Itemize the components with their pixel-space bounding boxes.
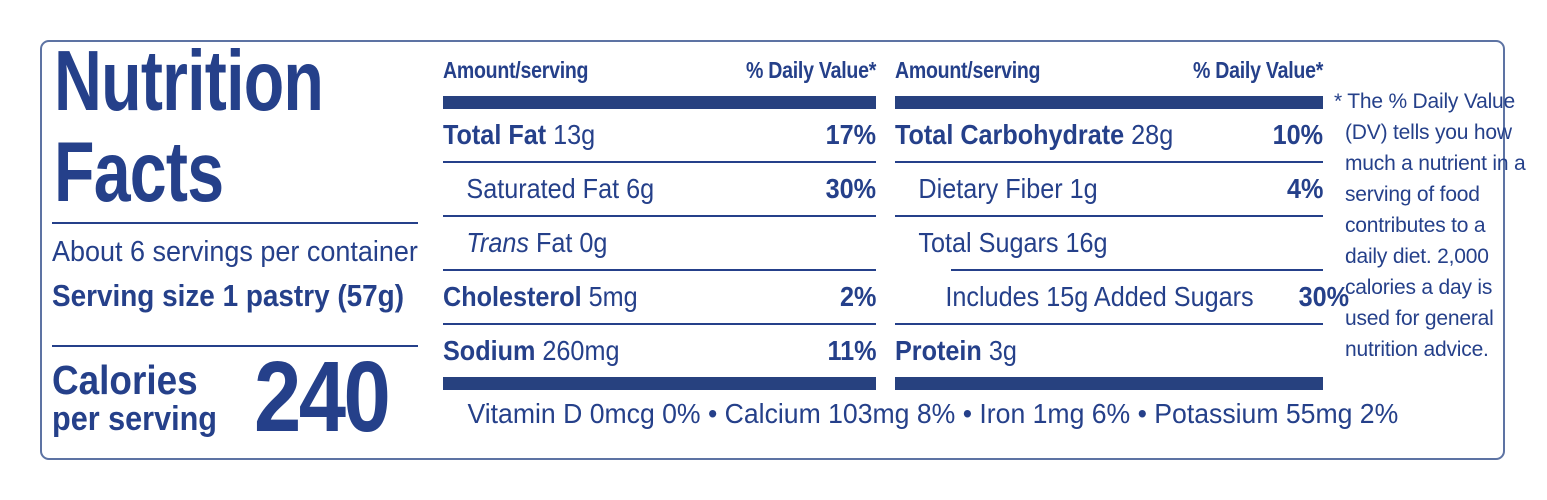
column-2-header-daily-value: % Daily Value* [1192, 57, 1323, 83]
row-sodium-rest: 260mg [535, 335, 620, 366]
row-total-sugars-name: Total Sugars 16g [895, 227, 1108, 259]
row-trans-fat: Trans Fat 0g [443, 217, 876, 269]
column-2-top-bar [895, 96, 1323, 109]
rule [443, 323, 876, 325]
row-trans-fat-italic: Trans [466, 227, 529, 258]
rule-indented [951, 269, 1323, 271]
nutrient-column-2: Amount/serving % Daily Value* Total Carb… [895, 50, 1350, 390]
row-saturated-fat-dv: 30% [825, 173, 876, 204]
row-total-fat-name: Total Fat 13g [443, 119, 595, 151]
row-total-sugars: Total Sugars 16g [895, 217, 1323, 269]
row-dietary-fiber-dv: 4% [1286, 173, 1323, 204]
row-dietary-fiber-rest: Dietary Fiber 1g [918, 173, 1098, 204]
row-total-carbohydrate-dv: 10% [1272, 119, 1323, 150]
row-trans-fat-name: Trans Fat 0g [443, 227, 607, 259]
calories-value: 240 [254, 341, 391, 453]
nutrition-facts-label: Nutrition Facts About 6 servings per con… [40, 36, 1526, 460]
row-total-carbohydrate-rest: 28g [1124, 119, 1174, 150]
row-saturated-fat: Saturated Fat 6g 30% [443, 163, 876, 215]
row-total-fat: Total Fat 13g 17% [443, 109, 876, 161]
row-cholesterol-dv: 2% [839, 281, 876, 312]
calories-sublabel: per serving [52, 400, 217, 438]
row-protein-rest: 3g [981, 335, 1017, 366]
row-total-fat-bold: Total Fat [443, 119, 547, 150]
label-title: Nutrition Facts [54, 36, 399, 218]
row-protein-bold: Protein [895, 335, 982, 366]
divider-above-calories [52, 345, 418, 347]
row-total-carbohydrate-name: Total Carbohydrate 28g [895, 119, 1173, 151]
row-sodium-name: Sodium 260mg [443, 335, 619, 367]
row-added-sugars-name: Includes 15g Added Sugars [895, 281, 1254, 313]
row-total-carbohydrate: Total Carbohydrate 28g 10% [895, 109, 1323, 161]
column-1-header-amount: Amount/serving [443, 57, 589, 83]
daily-value-footnote: * The % Daily Value (DV) tells you how m… [1334, 90, 1526, 361]
row-sodium-bold: Sodium [443, 335, 536, 366]
row-cholesterol: Cholesterol 5mg 2% [443, 271, 876, 323]
row-protein-name: Protein 3g [895, 335, 1017, 367]
row-total-fat-dv: 17% [825, 119, 876, 150]
row-added-sugars: Includes 15g Added Sugars 30% [895, 271, 1349, 323]
rule [443, 269, 876, 271]
nutrient-column-1: Amount/serving % Daily Value* Total Fat … [443, 50, 876, 390]
rule [443, 161, 876, 163]
rule [895, 215, 1323, 217]
serving-size: Serving size 1 pastry (57g) [52, 278, 404, 313]
row-cholesterol-name: Cholesterol 5mg [443, 281, 638, 313]
row-total-sugars-rest: Total Sugars 16g [918, 227, 1108, 258]
row-total-carbohydrate-bold: Total Carbohydrate [895, 119, 1125, 150]
servings-per-container: About 6 servings per container [52, 236, 418, 268]
column-1-header: Amount/serving % Daily Value* [443, 50, 876, 90]
column-1-header-daily-value: % Daily Value* [745, 57, 876, 83]
row-cholesterol-rest: 5mg [581, 281, 638, 312]
row-trans-fat-rest: Fat 0g [528, 227, 608, 258]
divider-under-title [52, 222, 418, 224]
row-dietary-fiber: Dietary Fiber 1g 4% [895, 163, 1323, 215]
row-saturated-fat-name: Saturated Fat 6g [443, 173, 654, 205]
rule [895, 323, 1323, 325]
rule [895, 161, 1323, 163]
column-2-header-amount: Amount/serving [895, 57, 1041, 83]
column-1-top-bar [443, 96, 876, 109]
row-cholesterol-bold: Cholesterol [443, 281, 582, 312]
rule [443, 215, 876, 217]
column-2-header: Amount/serving % Daily Value* [895, 50, 1323, 90]
row-added-sugars-rest: Includes 15g Added Sugars [945, 281, 1254, 312]
micronutrients-text: Vitamin D 0mcg 0% • Calcium 103mg 8% • I… [467, 398, 1399, 429]
micronutrients-line: Vitamin D 0mcg 0% • Calcium 103mg 8% • I… [443, 398, 1398, 430]
calories-label: Calories [52, 357, 198, 403]
row-total-fat-rest: 13g [546, 119, 596, 150]
row-sodium-dv: 11% [826, 335, 876, 366]
row-dietary-fiber-name: Dietary Fiber 1g [895, 173, 1098, 205]
title-line-1: Nutrition [54, 34, 324, 129]
row-protein: Protein 3g [895, 325, 1323, 377]
column-1-bottom-bar [443, 377, 876, 390]
row-sodium: Sodium 260mg 11% [443, 325, 876, 377]
column-2-bottom-bar [895, 377, 1323, 390]
title-line-2: Facts [54, 125, 224, 220]
row-saturated-fat-rest: Saturated Fat 6g [466, 173, 655, 204]
row-added-sugars-dv: 30% [1299, 281, 1350, 312]
